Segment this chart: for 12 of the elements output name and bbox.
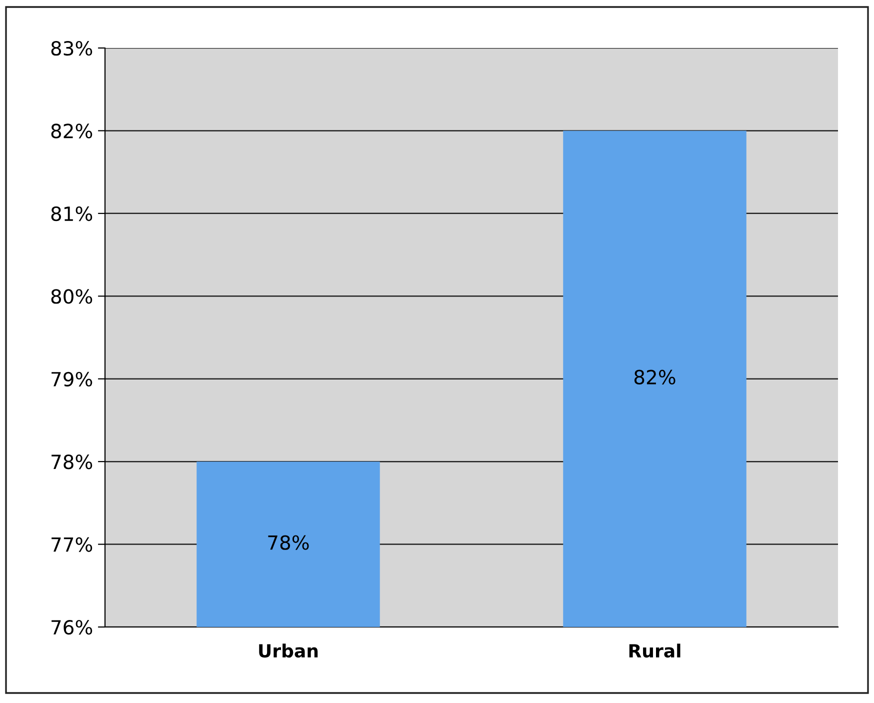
- y-tick-label: 83%: [51, 40, 92, 56]
- data-label: 82%: [634, 370, 676, 384]
- y-tick-label: 80%: [51, 289, 92, 304]
- x-tick-label: Rural: [629, 644, 680, 658]
- y-tick-label: 81%: [51, 206, 92, 222]
- x-tick-label: Urban: [259, 644, 318, 658]
- y-tick-label: 76%: [52, 620, 92, 635]
- y-tick-label: 82%: [51, 124, 92, 138]
- y-tick-label: 79%: [52, 372, 92, 387]
- data-label: 78%: [268, 535, 309, 550]
- y-tick-label: 78%: [52, 454, 92, 470]
- y-tick-label: 77%: [52, 537, 92, 552]
